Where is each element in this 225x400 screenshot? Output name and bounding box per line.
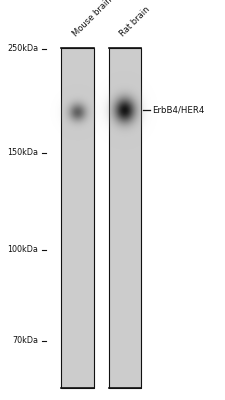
Text: 250kDa: 250kDa [7, 44, 38, 53]
Text: ErbB4/HER4: ErbB4/HER4 [152, 106, 204, 114]
Bar [61, 48, 94, 388]
Text: 70kDa: 70kDa [12, 336, 38, 345]
Bar [109, 48, 141, 388]
Text: Rat brain: Rat brain [119, 4, 152, 38]
Text: 150kDa: 150kDa [7, 148, 38, 157]
Text: Mouse brain: Mouse brain [71, 0, 114, 38]
Text: 100kDa: 100kDa [7, 246, 38, 254]
